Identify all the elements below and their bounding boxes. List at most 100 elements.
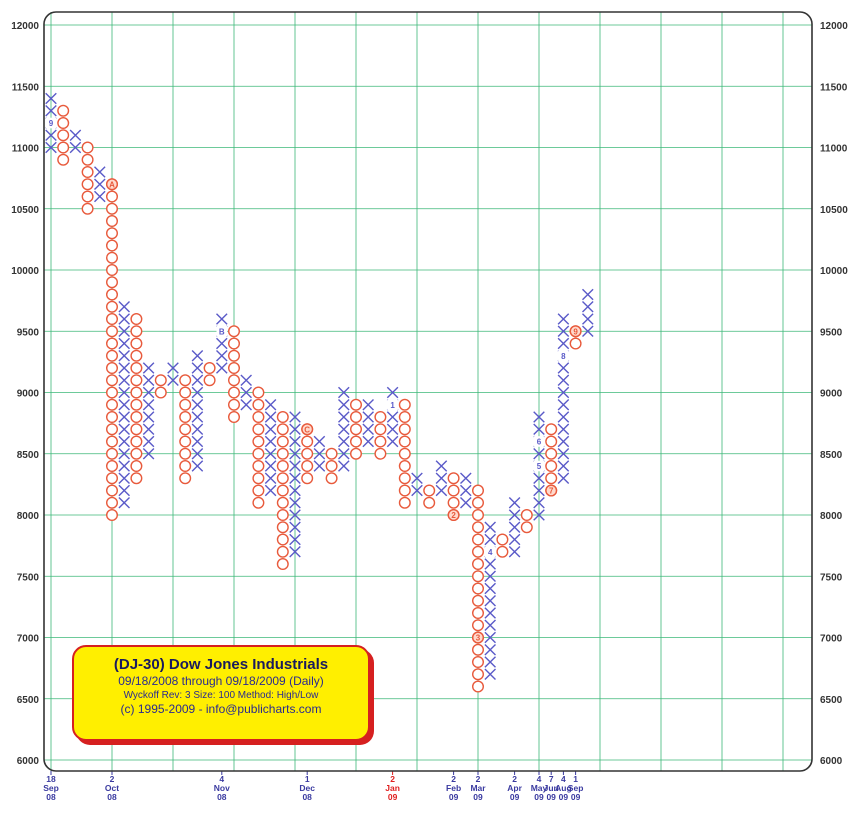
o-mark bbox=[276, 435, 289, 448]
o-mark bbox=[105, 496, 118, 509]
x-mark bbox=[484, 619, 496, 632]
o-mark bbox=[179, 411, 192, 424]
y-tick-label-right: 10000 bbox=[820, 266, 848, 277]
o-mark bbox=[179, 447, 192, 460]
o-column bbox=[398, 398, 411, 509]
x-mark bbox=[386, 386, 399, 399]
date-day: 18 bbox=[46, 774, 56, 784]
x-mark bbox=[69, 141, 82, 154]
x-mark bbox=[484, 594, 496, 607]
x-mark bbox=[508, 509, 521, 521]
date-year: 08 bbox=[302, 792, 312, 802]
x-mark bbox=[338, 435, 350, 448]
x-mark bbox=[289, 435, 301, 448]
x-mark bbox=[167, 362, 179, 374]
x-mark bbox=[240, 374, 252, 387]
x-mark bbox=[435, 484, 448, 497]
o-mark bbox=[130, 374, 143, 387]
o-mark bbox=[130, 472, 143, 485]
y-tick-label-right: 10500 bbox=[820, 205, 848, 216]
o-mark bbox=[398, 447, 411, 460]
o-column bbox=[276, 411, 289, 571]
o-column bbox=[472, 484, 485, 693]
month-marker-bg bbox=[301, 423, 314, 436]
o-mark bbox=[545, 472, 558, 485]
month-marker: 4 bbox=[484, 546, 496, 558]
o-mark bbox=[227, 337, 240, 350]
date-year: 09 bbox=[534, 792, 544, 802]
x-column bbox=[216, 313, 228, 374]
x-mark bbox=[191, 398, 204, 411]
x-mark bbox=[69, 129, 82, 142]
x-mark bbox=[142, 447, 155, 460]
o-mark bbox=[276, 447, 289, 460]
o-mark bbox=[105, 337, 118, 350]
o-mark bbox=[105, 300, 118, 313]
x-mark bbox=[289, 521, 301, 534]
x-mark bbox=[557, 460, 570, 472]
o-mark bbox=[105, 362, 118, 375]
month-marker: 3 bbox=[472, 631, 485, 644]
x-mark bbox=[338, 398, 350, 411]
o-mark bbox=[350, 423, 363, 436]
x-mark bbox=[582, 300, 594, 313]
o-mark bbox=[472, 594, 485, 607]
date-month: Nov bbox=[214, 783, 230, 793]
y-tick-label-right: 9000 bbox=[820, 389, 843, 400]
month-marker: B bbox=[216, 325, 228, 337]
o-mark bbox=[545, 460, 558, 473]
x-mark bbox=[118, 496, 130, 509]
o-mark bbox=[179, 423, 192, 436]
o-mark bbox=[350, 435, 363, 448]
o-mark bbox=[398, 484, 411, 497]
date-month: Jan bbox=[385, 783, 400, 793]
x-mark bbox=[264, 472, 277, 485]
o-mark bbox=[130, 325, 143, 338]
o-mark bbox=[398, 398, 411, 411]
x-mark bbox=[118, 398, 130, 411]
o-mark bbox=[81, 178, 94, 191]
o-mark bbox=[276, 496, 289, 509]
month-marker-bg bbox=[216, 325, 228, 337]
date-day: 2 bbox=[476, 774, 481, 784]
o-mark bbox=[81, 153, 94, 166]
o-mark bbox=[105, 423, 118, 436]
o-column bbox=[130, 313, 143, 485]
date-year: 09 bbox=[388, 792, 398, 802]
o-mark bbox=[130, 411, 143, 424]
x-mark bbox=[191, 411, 204, 423]
date-day: 7 bbox=[549, 774, 554, 784]
x-mark bbox=[240, 386, 252, 399]
x-mark bbox=[142, 398, 155, 411]
o-mark bbox=[227, 325, 240, 338]
x-mark bbox=[508, 545, 521, 558]
month-marker-label: 3 bbox=[476, 634, 481, 643]
date-day: 2 bbox=[110, 774, 115, 784]
x-mark bbox=[533, 411, 545, 423]
x-column bbox=[386, 386, 399, 448]
x-column bbox=[142, 362, 155, 460]
x-mark bbox=[191, 460, 204, 472]
x-column bbox=[264, 398, 277, 497]
o-mark bbox=[252, 411, 265, 424]
y-tick-label-left: 12000 bbox=[11, 21, 39, 32]
date-month: Apr bbox=[507, 783, 522, 793]
x-mark bbox=[557, 411, 570, 423]
y-tick-label-right: 11500 bbox=[820, 82, 848, 93]
o-mark bbox=[179, 398, 192, 411]
o-mark bbox=[472, 509, 485, 522]
month-marker: 6 bbox=[533, 436, 545, 447]
o-mark bbox=[81, 190, 94, 203]
x-mark bbox=[94, 190, 106, 203]
info-settings: Wyckoff Rev: 3 Size: 100 Method: High/Lo… bbox=[123, 690, 319, 701]
x-mark bbox=[460, 484, 472, 497]
month-marker: 8 bbox=[558, 350, 569, 362]
o-mark bbox=[203, 374, 216, 387]
o-mark bbox=[472, 484, 485, 497]
date-year: 09 bbox=[449, 792, 459, 802]
